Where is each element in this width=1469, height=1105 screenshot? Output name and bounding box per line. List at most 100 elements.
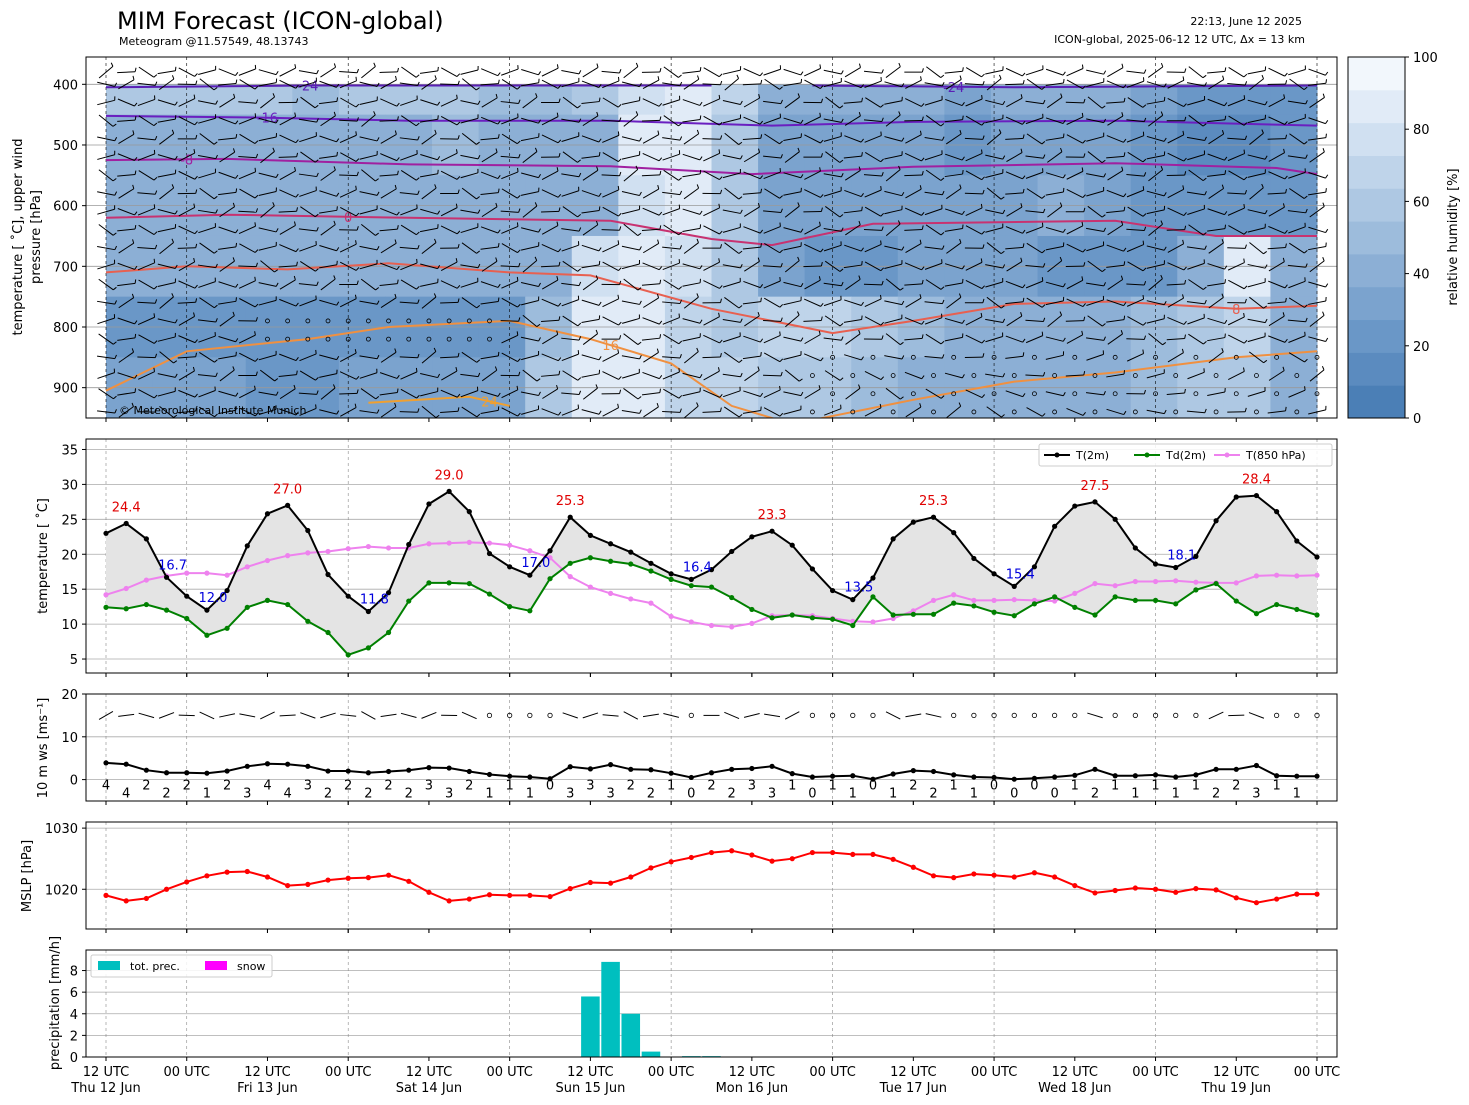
wind-barb xyxy=(380,79,397,90)
wind-barb-flag xyxy=(982,189,985,194)
wind-barb-flag xyxy=(718,203,721,208)
wind-barb xyxy=(258,391,277,396)
wind-barb-flag xyxy=(899,341,904,346)
wind-barb xyxy=(319,264,337,269)
wind-barb xyxy=(784,96,800,109)
wind-barb xyxy=(97,300,115,305)
wind-barb-flag xyxy=(1244,81,1248,86)
wind-barb-flag xyxy=(719,285,723,289)
wind-barb xyxy=(258,172,277,178)
wind-barb xyxy=(843,319,862,323)
mslp-point xyxy=(143,895,149,902)
wind-barb xyxy=(602,134,620,143)
day-label: Tue 17 Jun xyxy=(879,1081,947,1096)
isotherm-label: -16 xyxy=(257,112,278,127)
wind-barb-flag xyxy=(958,402,962,407)
wind-barb-flag xyxy=(961,210,965,215)
colorbar-swatch xyxy=(1348,253,1405,288)
wind-barb xyxy=(642,207,660,216)
wind-barb xyxy=(117,174,136,177)
windspeed-value: 0 xyxy=(869,779,877,794)
wind-barb xyxy=(561,190,579,197)
wind-barb xyxy=(218,137,237,141)
wind-barb xyxy=(944,317,963,324)
windspeed-value: 1 xyxy=(526,787,534,802)
wind-barb xyxy=(1247,172,1266,178)
time-tick-label: 12 UTC xyxy=(890,1065,936,1080)
windspeed-point xyxy=(1253,762,1260,769)
wind-barb xyxy=(1005,246,1024,250)
wind-barb-flag xyxy=(435,414,440,418)
wind-barb xyxy=(421,187,437,200)
wind-barb xyxy=(722,373,741,378)
wind-barb xyxy=(1045,281,1064,288)
wind-barb-flag xyxy=(1101,105,1106,109)
wind-barb xyxy=(825,206,841,218)
wind-barb xyxy=(460,69,479,75)
wind-barb-flag xyxy=(193,203,196,208)
wind-barb xyxy=(1087,712,1103,719)
td2m-point xyxy=(547,576,553,582)
windspeed-value: 2 xyxy=(162,787,170,802)
wind-barb xyxy=(359,410,378,414)
wind-barb-flag xyxy=(1020,312,1023,317)
wind-barb xyxy=(1249,242,1264,255)
wind-barb-flag xyxy=(1082,85,1086,90)
wind-barb xyxy=(138,115,155,127)
humidity-cell xyxy=(199,84,247,116)
wind-barb xyxy=(602,152,619,163)
wind-barb-flag xyxy=(1182,185,1185,190)
calm-marker xyxy=(487,318,492,324)
wind-barb-flag xyxy=(839,105,844,109)
wind-barb xyxy=(783,191,802,196)
wind-barb-flag xyxy=(517,195,521,199)
wind-barb-flag xyxy=(998,129,1002,134)
ytick-label: 6 xyxy=(70,986,78,1001)
td2m-point xyxy=(264,597,271,603)
wind-barb xyxy=(199,406,215,418)
wind-barb xyxy=(884,136,902,142)
wind-barb-flag xyxy=(356,68,359,73)
wind-barb-flag xyxy=(294,166,297,172)
wind-barb-flag xyxy=(332,384,336,389)
t850-point xyxy=(365,543,371,550)
wind-barb-flag xyxy=(556,330,559,335)
wind-barb xyxy=(481,260,498,272)
t2m-point xyxy=(1274,509,1280,515)
wind-barb xyxy=(541,319,560,323)
wind-barb-flag xyxy=(897,220,901,225)
wind-barb xyxy=(258,117,277,124)
wind-barb-flag xyxy=(958,293,962,298)
wind-barb-flag xyxy=(1120,275,1124,280)
wind-barb xyxy=(965,98,983,107)
time-tick-label: 00 UTC xyxy=(325,1065,371,1080)
wind-barb xyxy=(581,209,600,214)
mslp-point xyxy=(729,848,735,854)
t850-point xyxy=(547,555,553,561)
t2m-point xyxy=(890,536,896,542)
windspeed-value: 2 xyxy=(223,779,231,794)
wind-barb-flag xyxy=(336,83,340,88)
wind-barb xyxy=(258,136,277,142)
wind-barb xyxy=(1248,351,1264,364)
mslp-point xyxy=(264,874,271,880)
calm-marker xyxy=(931,373,936,378)
wind-barb xyxy=(684,405,699,418)
wind-barb xyxy=(1287,100,1306,105)
humidity-cell xyxy=(897,84,945,116)
wind-barb xyxy=(946,296,962,309)
wind-barb xyxy=(1127,316,1144,326)
wind-barb xyxy=(965,334,983,344)
windspeed-point xyxy=(325,768,331,774)
wind-barb xyxy=(924,208,943,216)
wind-barb xyxy=(1045,82,1064,87)
wind-barb-flag xyxy=(738,141,743,145)
t2m-point xyxy=(1152,561,1159,567)
wind-barb xyxy=(582,712,599,719)
wind-barb xyxy=(541,265,560,268)
windspeed-point xyxy=(789,771,795,777)
isotherm-line xyxy=(105,114,1318,127)
humidity-cell xyxy=(525,84,573,116)
wind-barb xyxy=(763,352,781,363)
colorbar-swatch xyxy=(1348,57,1405,91)
